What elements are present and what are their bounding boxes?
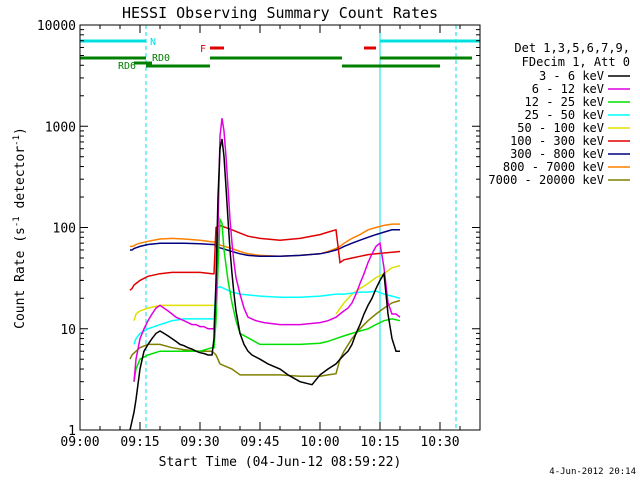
y-axis: 1 10 100 1000 10000 xyxy=(37,19,480,439)
series-line-100-300-kev xyxy=(129,224,401,291)
x-tick-label-0: 09:00 xyxy=(60,435,99,450)
annotation-label-rd0: RD0 xyxy=(152,53,170,64)
chart-title: HESSI Observing Summary Count Rates xyxy=(122,4,438,22)
legend-label-5: 100 - 300 keV xyxy=(510,134,604,148)
y-tick-label-0: 1 xyxy=(68,424,76,439)
annotation-label-rd6: RD6 xyxy=(118,61,136,72)
series-line-7000-20000-kev xyxy=(129,299,401,377)
legend-label-0: 3 - 6 keV xyxy=(539,69,604,83)
x-tick-label-2: 09:30 xyxy=(180,435,219,450)
footer-date: 4-Jun-2012 20:14 xyxy=(549,467,636,477)
x-tick-label-1: 09:15 xyxy=(120,435,159,450)
legend-label-1: 6 - 12 keV xyxy=(532,82,604,96)
x-axis: 09:00 09:15 09:30 09:45 10:00 10:15 10:30 xyxy=(60,25,461,450)
series-line-25-50-kev xyxy=(133,285,401,345)
series-line-3-6-kev xyxy=(129,138,400,431)
y-tick-label-1: 10 xyxy=(60,323,76,338)
legend-label-4: 50 - 100 keV xyxy=(517,121,604,135)
y-tick-label-2: 100 xyxy=(53,222,76,237)
series-line-800-7000-kev xyxy=(130,223,400,258)
legend-header-1: Det 1,3,5,6,7,9, xyxy=(514,41,630,55)
x-tick-label-6: 10:30 xyxy=(420,435,459,450)
legend-label-8: 7000 - 20000 keV xyxy=(488,173,604,187)
y-axis-label: Count Rate (s-1 detector-1) xyxy=(12,127,28,329)
x-tick-label-4: 10:00 xyxy=(300,435,339,450)
legend-label-3: 25 - 50 keV xyxy=(525,108,604,122)
legend-header-2: FDecim 1, Att 0 xyxy=(522,55,630,69)
plot-area: N F RD0 RD6 xyxy=(79,25,480,431)
series-line-300-800-kev xyxy=(130,229,400,258)
annotation-label-n: N xyxy=(150,37,156,48)
y-tick-label-4: 10000 xyxy=(37,19,76,34)
legend: Det 1,3,5,6,7,9, FDecim 1, Att 0 3 - 6 k… xyxy=(488,41,630,187)
annotation-label-f: F xyxy=(200,44,206,55)
x-tick-label-3: 09:45 xyxy=(240,435,279,450)
x-axis-label: Start Time (04-Jun-12 08:59:22) xyxy=(159,455,402,470)
legend-label-6: 300 - 800 keV xyxy=(510,147,604,161)
series-line-50-100-kev xyxy=(133,264,401,321)
y-tick-label-3: 1000 xyxy=(45,120,76,135)
legend-label-7: 800 - 7000 keV xyxy=(503,160,604,174)
series-line-6-12-kev xyxy=(133,118,401,382)
x-tick-label-5: 10:15 xyxy=(360,435,399,450)
legend-label-2: 12 - 25 keV xyxy=(525,95,604,109)
